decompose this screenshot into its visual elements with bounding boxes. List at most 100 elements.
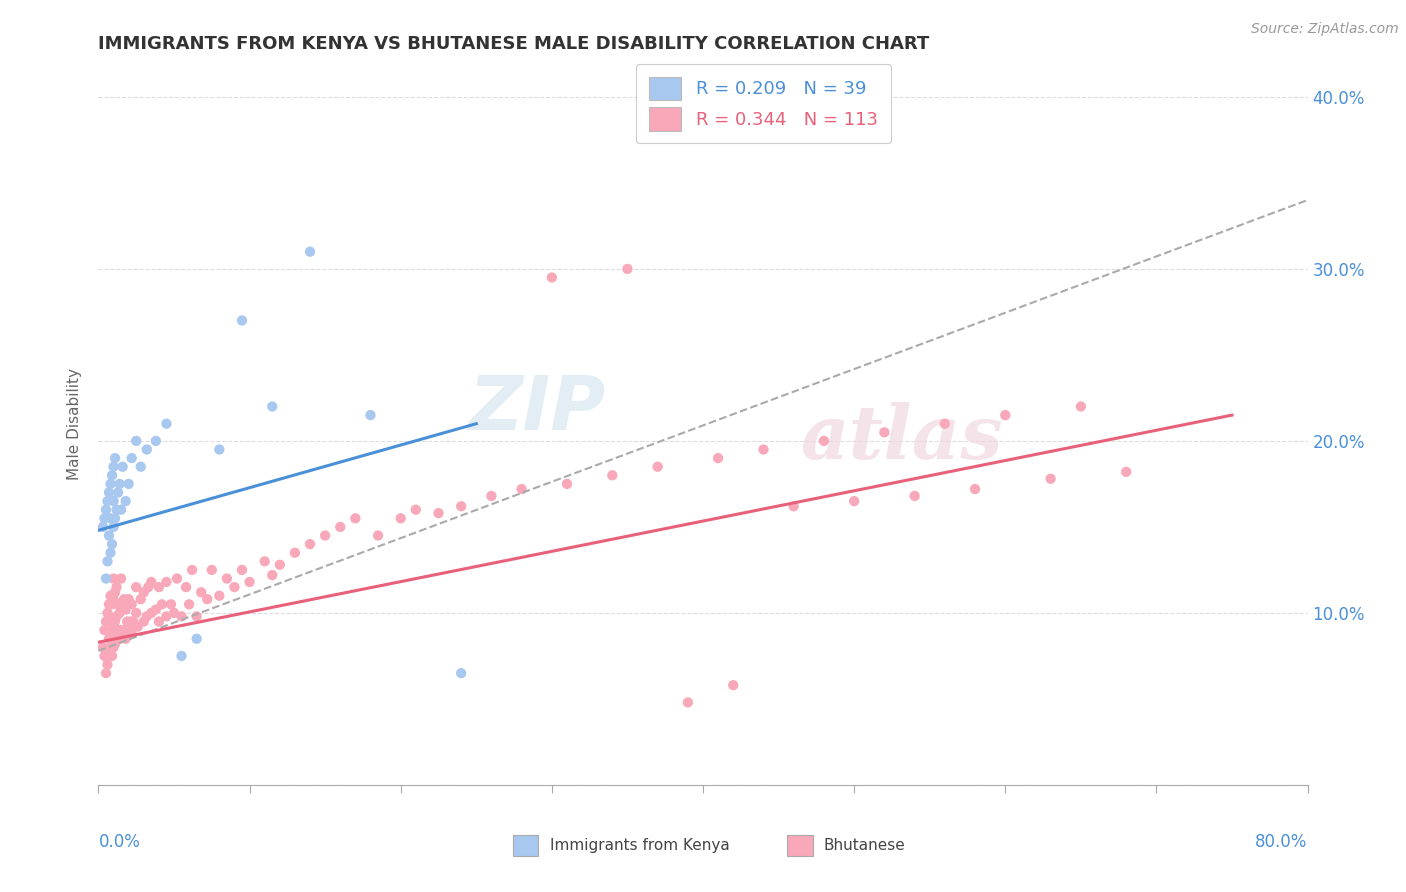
- Point: [107, 623, 129, 637]
- Point: [150, 598, 173, 612]
- Point: [108, 606, 131, 620]
- Point: [94, 615, 117, 629]
- Point: [98, 528, 121, 542]
- Point: [110, 598, 132, 612]
- Text: Source: ZipAtlas.com: Source: ZipAtlas.com: [1251, 22, 1399, 37]
- Point: [367, 528, 389, 542]
- Point: [108, 476, 131, 491]
- Point: [93, 623, 115, 637]
- Point: [813, 434, 835, 448]
- Point: [104, 637, 127, 651]
- Point: [98, 648, 121, 663]
- Point: [114, 602, 136, 616]
- Point: [231, 313, 253, 327]
- Point: [105, 502, 128, 516]
- Point: [201, 563, 224, 577]
- Point: [1115, 465, 1137, 479]
- Point: [299, 244, 322, 259]
- Point: [112, 623, 135, 637]
- Point: [510, 482, 533, 496]
- Point: [904, 489, 927, 503]
- Point: [120, 615, 142, 629]
- Point: [107, 485, 129, 500]
- Point: [132, 615, 155, 629]
- Point: [112, 592, 135, 607]
- Point: [93, 511, 115, 525]
- Point: [135, 442, 157, 457]
- Point: [103, 592, 125, 607]
- Point: [91, 640, 114, 655]
- Point: [125, 580, 148, 594]
- Point: [118, 620, 141, 634]
- Point: [93, 648, 115, 663]
- Point: [752, 442, 775, 457]
- Point: [269, 558, 291, 572]
- Point: [190, 585, 212, 599]
- Point: [127, 620, 149, 634]
- Point: [135, 609, 157, 624]
- Point: [239, 574, 262, 589]
- Point: [100, 589, 122, 603]
- Point: [103, 640, 125, 655]
- Point: [101, 623, 124, 637]
- Point: [110, 623, 132, 637]
- Point: [329, 520, 352, 534]
- Point: [707, 451, 730, 466]
- Point: [163, 606, 186, 620]
- Point: [314, 528, 336, 542]
- Point: [555, 476, 578, 491]
- Point: [676, 695, 699, 709]
- Point: [111, 626, 134, 640]
- Point: [389, 511, 412, 525]
- Point: [141, 574, 163, 589]
- Point: [104, 615, 127, 629]
- Point: [170, 609, 193, 624]
- Point: [148, 615, 170, 629]
- Point: [965, 482, 987, 496]
- Point: [103, 459, 125, 474]
- Point: [160, 598, 183, 612]
- Point: [360, 408, 382, 422]
- Point: [450, 666, 472, 681]
- Point: [96, 657, 118, 672]
- Point: [100, 546, 122, 560]
- Point: [723, 678, 745, 692]
- Point: [98, 598, 121, 612]
- Point: [155, 417, 177, 431]
- Point: [103, 615, 125, 629]
- Point: [114, 494, 136, 508]
- Text: Immigrants from Kenya: Immigrants from Kenya: [550, 838, 730, 854]
- Point: [110, 502, 132, 516]
- Point: [540, 270, 562, 285]
- Point: [96, 494, 118, 508]
- Point: [224, 580, 246, 594]
- Point: [101, 468, 124, 483]
- Point: [122, 615, 145, 629]
- Point: [141, 606, 163, 620]
- Point: [1070, 400, 1092, 414]
- Point: [253, 554, 276, 568]
- Legend: R = 0.209   N = 39, R = 0.344   N = 113: R = 0.209 N = 39, R = 0.344 N = 113: [637, 64, 890, 143]
- Point: [129, 592, 152, 607]
- Point: [170, 648, 193, 663]
- Point: [118, 592, 141, 607]
- Point: [344, 511, 367, 525]
- Point: [262, 400, 284, 414]
- Point: [284, 546, 307, 560]
- Point: [94, 502, 117, 516]
- Point: [934, 417, 956, 431]
- Point: [110, 572, 132, 586]
- Point: [125, 606, 148, 620]
- Text: IMMIGRANTS FROM KENYA VS BHUTANESE MALE DISABILITY CORRELATION CHART: IMMIGRANTS FROM KENYA VS BHUTANESE MALE …: [98, 35, 929, 53]
- Point: [231, 563, 253, 577]
- Point: [181, 563, 204, 577]
- Point: [994, 408, 1017, 422]
- Point: [94, 666, 117, 681]
- Point: [105, 580, 128, 594]
- Point: [111, 602, 134, 616]
- Point: [118, 476, 141, 491]
- Point: [105, 609, 128, 624]
- Point: [100, 511, 122, 525]
- Point: [104, 451, 127, 466]
- Point: [105, 632, 128, 646]
